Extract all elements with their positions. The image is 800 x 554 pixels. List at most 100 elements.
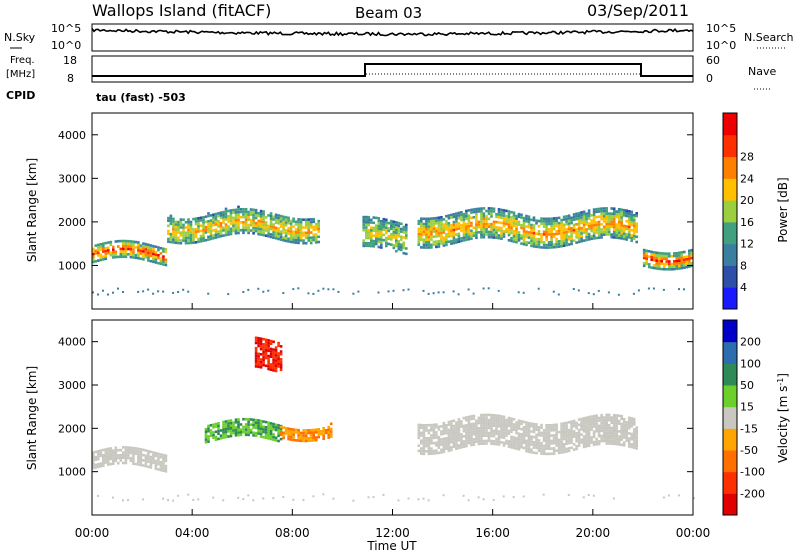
heatmap-cell (457, 446, 461, 450)
heatmap-cell (317, 289, 320, 292)
heatmap-cell (482, 222, 486, 226)
heatmap-cell (107, 246, 110, 250)
heatmap-cell (207, 238, 210, 241)
heatmap-cell (202, 236, 205, 240)
heatmap-cell (582, 440, 586, 443)
heatmap-cell (635, 225, 638, 228)
heatmap-cell (482, 215, 486, 218)
ytick-label: 2000 (58, 216, 86, 229)
heatmap-cell (272, 366, 275, 370)
heatmap-cell (420, 434, 423, 437)
heatmap-cell (562, 218, 566, 221)
heatmap-cell (615, 424, 618, 428)
heatmap-cell (395, 239, 398, 242)
heatmap-cell (457, 436, 461, 439)
heatmap-cell (104, 456, 108, 459)
heatmap-cell (134, 253, 138, 257)
heatmap-cell (327, 428, 330, 431)
heatmap-cell (217, 219, 220, 223)
heatmap-cell (527, 445, 531, 448)
heatmap-cell (482, 217, 486, 221)
heatmap-cell (114, 456, 118, 460)
heatmap-cell (595, 221, 598, 224)
heatmap-cell (555, 216, 558, 220)
heatmap-cell (365, 215, 368, 219)
heatmap-cell (382, 493, 385, 496)
heatmap-cell (527, 447, 531, 451)
heatmap-cell (452, 233, 456, 237)
heatmap-cell (442, 223, 446, 226)
heatmap-cell (420, 423, 423, 427)
heatmap-cell (322, 287, 325, 290)
heatmap-cell (304, 223, 308, 227)
heatmap-cell (630, 432, 633, 436)
heatmap-cell (525, 233, 528, 236)
heatmap-cell (540, 452, 543, 455)
heatmap-cell (552, 434, 556, 437)
heatmap-cell (422, 437, 426, 440)
heatmap-cell (550, 220, 553, 223)
heatmap-cell (462, 228, 466, 232)
heatmap-cell (462, 429, 466, 433)
heatmap-cell (567, 230, 571, 233)
heatmap-cell (307, 431, 310, 435)
heatmap-cell (455, 431, 458, 435)
heatmap-cell (450, 440, 453, 444)
heatmap-cell (427, 429, 431, 432)
heatmap-cell (580, 234, 583, 238)
heatmap-cell (277, 341, 280, 345)
heatmap-cell (532, 234, 536, 238)
heatmap-cell (297, 231, 300, 234)
heatmap-cell (420, 217, 423, 220)
heatmap-cell (545, 217, 548, 221)
heatmap-cell (187, 226, 190, 229)
heatmap-cell (204, 440, 208, 444)
heatmap-cell (445, 429, 448, 432)
heatmap-cell (560, 226, 563, 230)
heatmap-cell (267, 434, 270, 438)
heatmap-cell (457, 227, 461, 230)
heatmap-cell (192, 230, 195, 234)
heatmap-cell (650, 266, 653, 269)
heatmap-cell (530, 236, 533, 240)
heatmap-cell (224, 428, 228, 431)
heatmap-cell (417, 235, 421, 239)
heatmap-cell (192, 233, 195, 237)
heatmap-cell (397, 240, 401, 243)
heatmap-cell (545, 220, 548, 223)
heatmap-cell (512, 496, 515, 499)
heatmap-cell (144, 245, 148, 249)
heatmap-cell (587, 211, 591, 215)
heatmap-cell (592, 420, 596, 423)
heatmap-cell (254, 431, 258, 435)
heatmap-cell (610, 212, 613, 215)
colorbar-tick-label: 200 (740, 336, 761, 349)
heatmap-cell (192, 238, 195, 242)
heatmap-cell (432, 428, 436, 432)
heatmap-cell (227, 228, 230, 231)
heatmap-cell (440, 223, 443, 227)
heatmap-cell (615, 419, 618, 422)
heatmap-cell (234, 418, 238, 421)
colorbar-tick-label: 28 (740, 151, 754, 164)
heatmap-cell (512, 428, 516, 431)
heatmap-cell (425, 243, 428, 247)
heatmap-cell (435, 436, 438, 439)
heatmap-cell (400, 230, 403, 233)
heatmap-cell (522, 428, 526, 432)
heatmap-cell (630, 417, 633, 420)
heatmap-cell (169, 232, 173, 236)
heatmap-cell (234, 421, 238, 424)
heatmap-cell (259, 209, 263, 213)
heatmap-cell (299, 436, 303, 440)
heatmap-cell (279, 363, 283, 366)
heatmap-cell (577, 418, 581, 421)
heatmap-cell (417, 423, 421, 427)
heatmap-cell (435, 235, 438, 238)
heatmap-cell (277, 222, 280, 225)
heatmap-cell (267, 359, 270, 363)
heatmap-cell (232, 216, 235, 220)
heatmap-cell (615, 442, 618, 446)
heatmap-cell (675, 262, 679, 265)
heatmap-cell (520, 242, 523, 245)
